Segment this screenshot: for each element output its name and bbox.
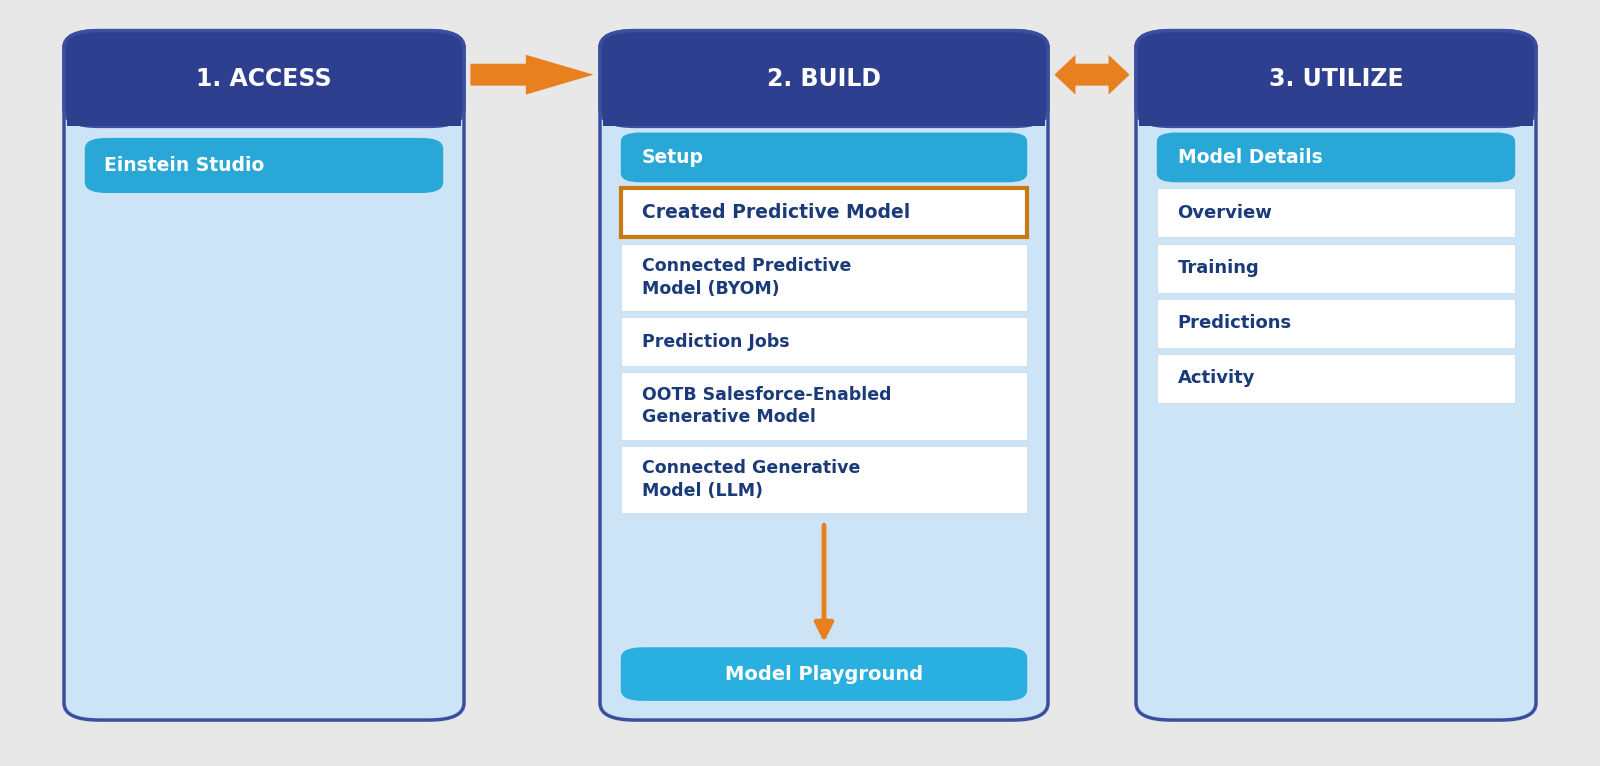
Polygon shape: [1054, 55, 1130, 94]
Text: Overview: Overview: [1178, 204, 1272, 222]
Text: Training: Training: [1178, 259, 1259, 277]
Bar: [1157, 299, 1515, 348]
FancyBboxPatch shape: [64, 31, 464, 720]
Bar: [1139, 103, 1533, 126]
FancyBboxPatch shape: [85, 138, 443, 193]
Text: Model Details: Model Details: [1178, 148, 1322, 167]
FancyBboxPatch shape: [621, 133, 1027, 182]
Bar: [1157, 244, 1515, 293]
Text: 1. ACCESS: 1. ACCESS: [197, 67, 331, 90]
Text: Created Predictive Model: Created Predictive Model: [642, 204, 910, 222]
Bar: [621, 372, 1027, 440]
Text: Einstein Studio: Einstein Studio: [104, 156, 264, 175]
Text: Predictions: Predictions: [1178, 314, 1291, 332]
FancyBboxPatch shape: [621, 647, 1027, 701]
FancyBboxPatch shape: [1157, 133, 1515, 182]
Text: Prediction Jobs: Prediction Jobs: [642, 332, 789, 351]
Polygon shape: [470, 55, 594, 94]
Text: 2. BUILD: 2. BUILD: [766, 67, 882, 90]
Bar: [1157, 188, 1515, 237]
FancyBboxPatch shape: [64, 31, 464, 126]
Bar: [621, 317, 1027, 366]
Bar: [621, 188, 1027, 237]
Bar: [603, 103, 1045, 126]
Text: Setup: Setup: [642, 148, 704, 167]
Bar: [67, 103, 461, 126]
Text: Activity: Activity: [1178, 369, 1254, 388]
Bar: [1157, 354, 1515, 403]
FancyBboxPatch shape: [1136, 31, 1536, 126]
Text: Connected Predictive
Model (BYOM): Connected Predictive Model (BYOM): [642, 257, 851, 298]
Bar: [621, 244, 1027, 311]
Text: OOTB Salesforce-Enabled
Generative Model: OOTB Salesforce-Enabled Generative Model: [642, 385, 891, 427]
FancyBboxPatch shape: [1136, 31, 1536, 720]
FancyBboxPatch shape: [600, 31, 1048, 126]
Text: Model Playground: Model Playground: [725, 665, 923, 683]
Bar: [621, 446, 1027, 513]
FancyBboxPatch shape: [600, 31, 1048, 720]
Text: 3. UTILIZE: 3. UTILIZE: [1269, 67, 1403, 90]
FancyBboxPatch shape: [621, 188, 1027, 237]
Text: Connected Generative
Model (LLM): Connected Generative Model (LLM): [642, 459, 859, 500]
